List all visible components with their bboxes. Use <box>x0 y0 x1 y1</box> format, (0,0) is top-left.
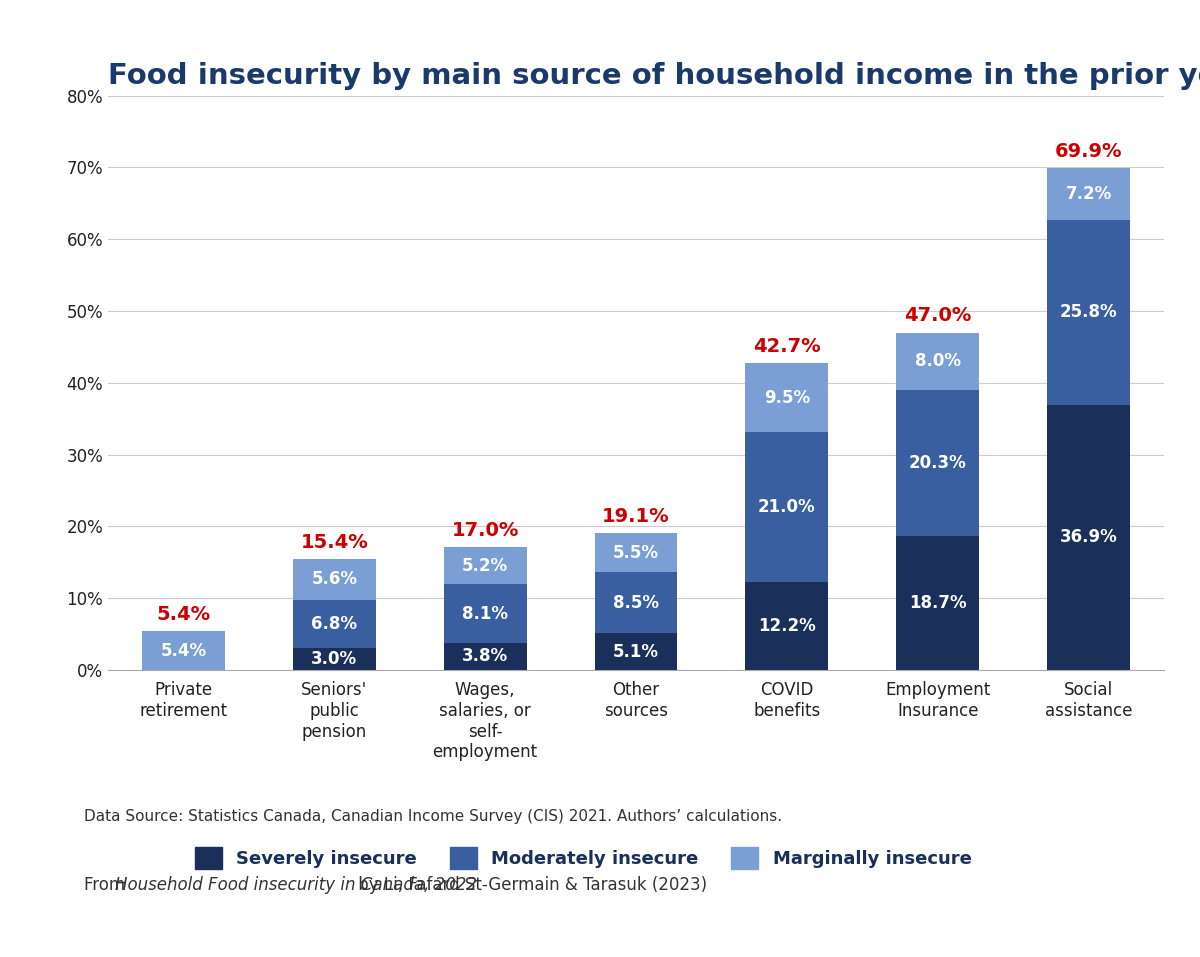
Text: 47.0%: 47.0% <box>904 306 972 325</box>
Text: Household Food insecurity in Canada, 2022: Household Food insecurity in Canada, 202… <box>115 876 478 894</box>
Text: 19.1%: 19.1% <box>602 506 670 525</box>
Text: From: From <box>84 876 131 894</box>
Text: 12.2%: 12.2% <box>758 617 816 635</box>
Text: 5.5%: 5.5% <box>613 544 659 562</box>
Text: 69.9%: 69.9% <box>1055 142 1122 161</box>
Bar <box>1048 220 1130 405</box>
Text: 3.8%: 3.8% <box>462 647 509 665</box>
Text: 8.5%: 8.5% <box>613 593 659 612</box>
Text: 5.6%: 5.6% <box>311 570 358 589</box>
Bar <box>594 634 678 670</box>
Text: 8.1%: 8.1% <box>462 605 508 623</box>
Bar <box>1048 405 1130 670</box>
Legend: Severely insecure, Moderately insecure, Marginally insecure: Severely insecure, Moderately insecure, … <box>187 839 979 877</box>
Text: 5.4%: 5.4% <box>161 641 206 659</box>
Bar <box>444 643 527 670</box>
Bar <box>745 364 828 432</box>
Text: 5.4%: 5.4% <box>156 605 210 624</box>
Text: by Li, Fafard St-Germain & Tarasuk (2023): by Li, Fafard St-Germain & Tarasuk (2023… <box>353 876 707 894</box>
Bar <box>293 649 376 670</box>
Bar <box>1048 168 1130 220</box>
Text: 6.8%: 6.8% <box>311 615 358 633</box>
Bar <box>896 332 979 389</box>
Bar <box>293 559 376 599</box>
Text: 20.3%: 20.3% <box>908 454 966 472</box>
Text: 18.7%: 18.7% <box>908 593 966 612</box>
Text: 25.8%: 25.8% <box>1060 303 1117 322</box>
Text: 5.2%: 5.2% <box>462 557 509 575</box>
Bar <box>594 533 678 572</box>
Text: 7.2%: 7.2% <box>1066 185 1111 203</box>
Text: 42.7%: 42.7% <box>754 337 821 356</box>
Bar <box>594 572 678 634</box>
Text: Data Source: Statistics Canada, Canadian Income Survey (CIS) 2021. Authors’ calc: Data Source: Statistics Canada, Canadian… <box>84 809 782 824</box>
Bar <box>745 432 828 582</box>
Text: Food insecurity by main source of household income in the prior year, 2022: Food insecurity by main source of househ… <box>108 62 1200 90</box>
Bar <box>896 389 979 536</box>
Bar <box>142 632 224 670</box>
Bar <box>745 582 828 670</box>
Text: 15.4%: 15.4% <box>300 533 368 552</box>
Text: 3.0%: 3.0% <box>311 650 358 668</box>
Text: 17.0%: 17.0% <box>451 521 518 540</box>
Text: 9.5%: 9.5% <box>763 389 810 407</box>
Bar <box>293 599 376 649</box>
Bar <box>896 536 979 670</box>
Text: 36.9%: 36.9% <box>1060 528 1117 546</box>
Text: 5.1%: 5.1% <box>613 642 659 660</box>
Text: 8.0%: 8.0% <box>914 352 961 370</box>
Text: 21.0%: 21.0% <box>758 498 816 516</box>
Bar <box>444 547 527 585</box>
Bar <box>444 585 527 643</box>
